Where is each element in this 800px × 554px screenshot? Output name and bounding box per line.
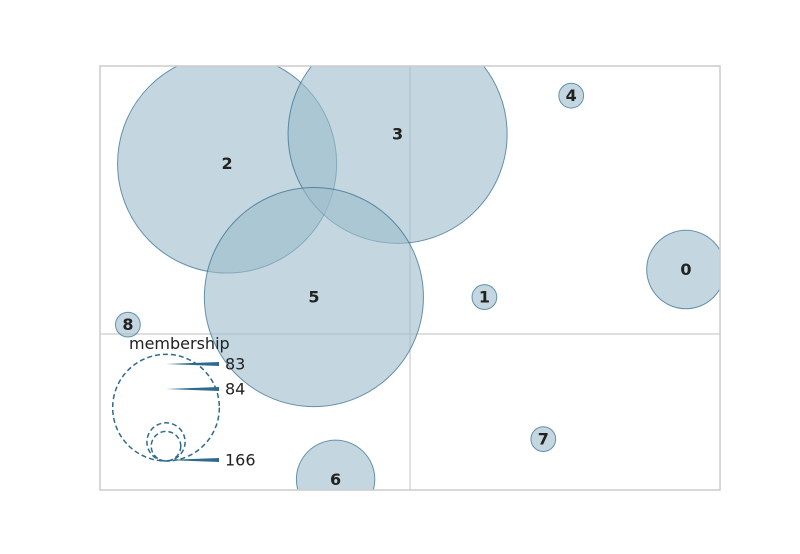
legend-circle-166 bbox=[111, 353, 221, 462]
bubble-7 bbox=[530, 426, 557, 453]
bubble-4 bbox=[558, 82, 585, 109]
bubble-1 bbox=[471, 284, 498, 310]
legend-label-166: 166 bbox=[225, 451, 256, 470]
legend-circle-84 bbox=[146, 422, 186, 462]
bubble-5 bbox=[203, 187, 424, 408]
bubble-label-2: 2 bbox=[222, 154, 233, 173]
legend-leader-84 bbox=[166, 387, 219, 391]
plot-frame bbox=[99, 65, 721, 491]
bubble-label-6: 6 bbox=[330, 470, 341, 489]
legend-label-83: 83 bbox=[225, 355, 245, 374]
legend-label-84: 84 bbox=[225, 380, 245, 399]
bubble-6 bbox=[295, 439, 376, 490]
bubble-label-layer: 0 1 2 3 4 5 6 7 8 bbox=[122, 86, 691, 489]
bubble-label-4: 4 bbox=[566, 86, 577, 105]
bubble-label-8: 8 bbox=[122, 315, 133, 334]
legend-circle-83 bbox=[150, 430, 182, 462]
size-legend: membership 83 84 166 bbox=[111, 334, 256, 470]
bubble-8 bbox=[114, 311, 141, 338]
bubble-label-0: 0 bbox=[680, 260, 691, 279]
bubble-0 bbox=[646, 229, 720, 310]
legend-title: membership bbox=[129, 334, 230, 353]
bubble-label-3: 3 bbox=[392, 124, 403, 143]
bubble-label-7: 7 bbox=[538, 430, 549, 449]
bubble-layer bbox=[114, 66, 720, 490]
bubble-label-1: 1 bbox=[479, 288, 490, 307]
bubble-label-5: 5 bbox=[308, 288, 319, 307]
legend-leader-83 bbox=[166, 362, 219, 366]
legend-leader-166 bbox=[166, 458, 219, 462]
